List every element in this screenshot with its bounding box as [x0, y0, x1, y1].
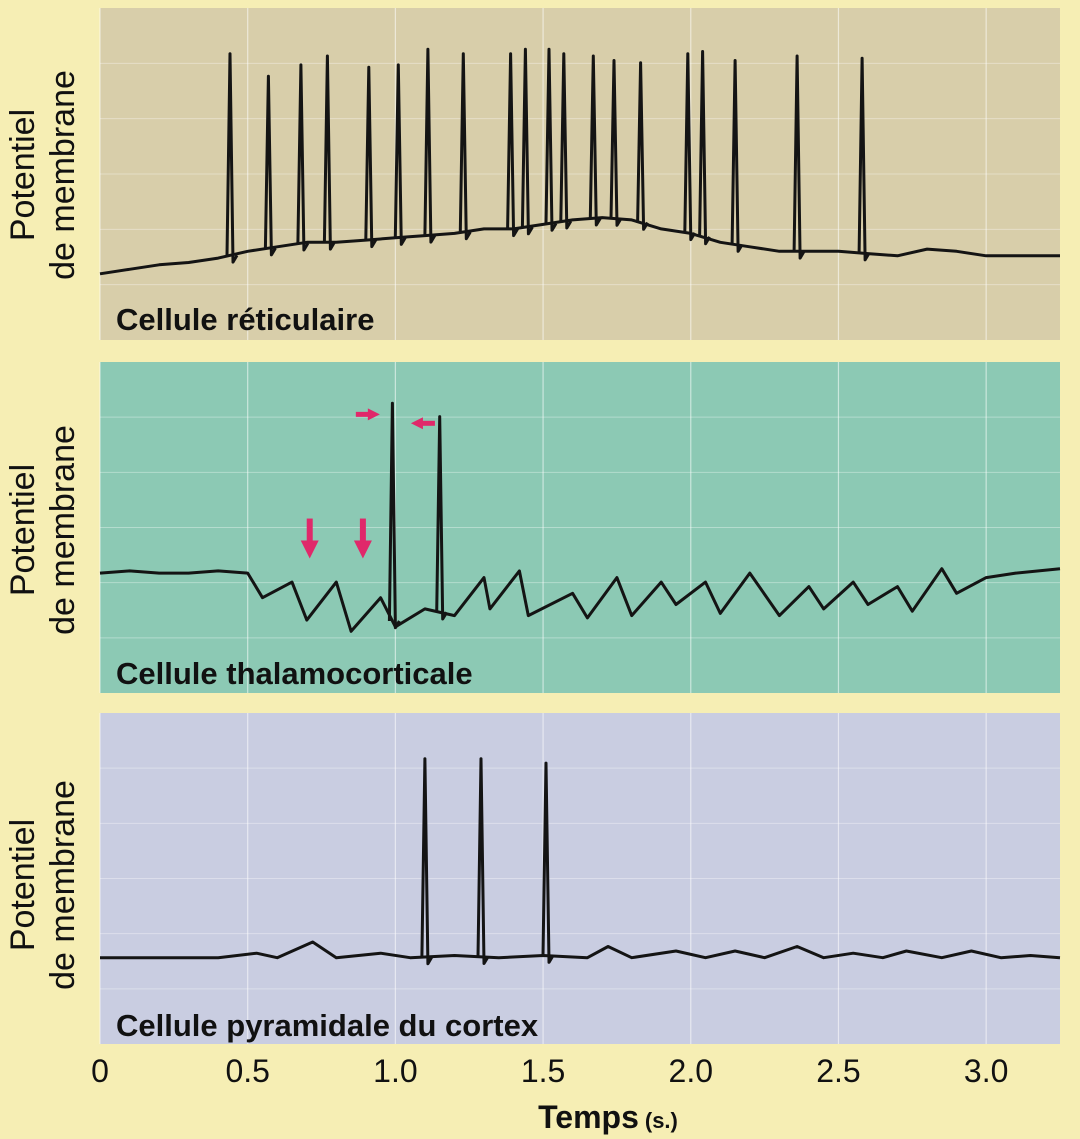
spike	[393, 63, 407, 246]
down-arrow-annotation	[300, 518, 319, 559]
panel-title: Cellule réticulaire	[116, 302, 374, 337]
spike	[683, 52, 697, 242]
trace-baseline	[99, 216, 1060, 276]
down-arrow-annotation	[353, 518, 372, 559]
spike	[364, 65, 378, 249]
spike	[730, 59, 744, 253]
arrow-head	[300, 540, 319, 559]
right-arrow-annotation	[355, 408, 380, 421]
trace-baseline	[100, 940, 1061, 960]
spike	[857, 56, 871, 262]
spike	[506, 52, 519, 238]
panel-background	[100, 8, 1060, 340]
left-arrow-annotation	[410, 417, 435, 430]
spike	[322, 54, 336, 251]
spike	[520, 47, 534, 236]
spike	[541, 761, 555, 964]
spike	[420, 757, 434, 966]
panels-group: Cellule réticulaire Cellule thalamocortic…	[99, 8, 1061, 1044]
panel-2: Cellule thalamocorticale	[99, 362, 1061, 693]
arrow-shaft	[306, 518, 313, 543]
trace-baseline	[99, 567, 1061, 633]
spike	[387, 401, 401, 630]
panel-background	[100, 713, 1060, 1044]
spike	[698, 50, 711, 246]
spike	[792, 54, 806, 260]
x-tick-label: 3.0	[964, 1053, 1008, 1089]
x-tick-label: 2.5	[816, 1053, 860, 1089]
x-tick-label: 1.5	[521, 1053, 565, 1089]
x-axis-title: Temps (s.)	[538, 1099, 678, 1135]
x-tick-label: 0.5	[225, 1053, 269, 1089]
arrow-head	[353, 540, 372, 559]
panel-title: Cellule thalamocorticale	[116, 656, 473, 691]
spike	[544, 47, 558, 232]
arrow-shaft	[355, 411, 370, 417]
spike	[263, 74, 277, 257]
x-tick-label: 0	[91, 1053, 109, 1089]
x-axis-unit: (s.)	[645, 1108, 678, 1133]
spike	[636, 61, 649, 231]
spike	[435, 415, 448, 621]
x-axis: 0 0.5 1.0 1.5 2.0 2.5 3.0 Temps (s.)	[91, 1053, 1008, 1135]
spike	[559, 52, 573, 230]
x-tick-label: 2.0	[669, 1053, 713, 1089]
panel-1: Cellule réticulaire	[99, 8, 1060, 340]
arrow-head	[367, 408, 380, 421]
spike	[296, 63, 310, 252]
arrow-shaft	[359, 518, 366, 543]
panel-title: Cellule pyramidale du cortex	[116, 1008, 539, 1043]
x-tick-label: 1.0	[373, 1053, 417, 1089]
spike	[588, 54, 602, 227]
spike	[609, 59, 623, 227]
spike	[476, 757, 490, 965]
panel-background	[100, 362, 1060, 693]
arrow-head	[410, 417, 423, 430]
panel-3: Cellule pyramidale du cortex	[99, 713, 1061, 1044]
arrow-shaft	[420, 420, 435, 426]
spike	[458, 52, 472, 241]
spike	[225, 52, 239, 264]
spike	[423, 47, 437, 244]
x-axis-label: Temps	[538, 1099, 639, 1135]
